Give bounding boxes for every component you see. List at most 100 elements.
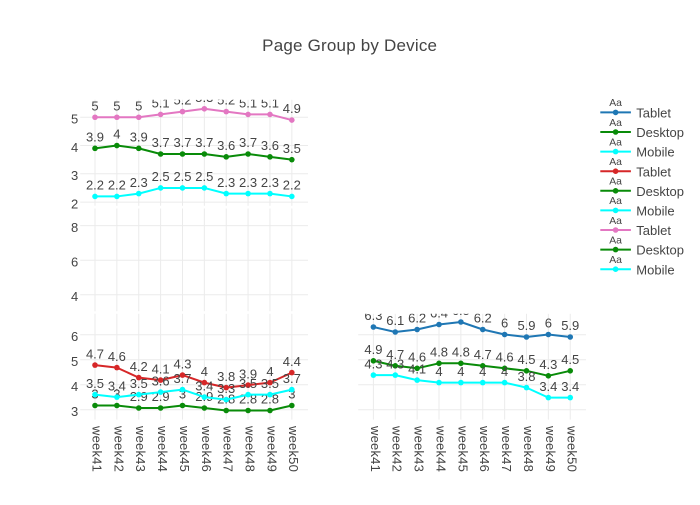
svg-text:Mobile: Mobile	[636, 262, 674, 277]
svg-text:3.4: 3.4	[539, 379, 557, 394]
svg-text:week47: week47	[499, 425, 514, 472]
svg-text:week43: week43	[412, 425, 427, 472]
svg-text:3: 3	[71, 168, 78, 183]
svg-text:6: 6	[501, 316, 508, 331]
svg-text:3: 3	[288, 387, 295, 402]
svg-text:week45: week45	[177, 425, 192, 472]
svg-text:3.9: 3.9	[86, 130, 104, 145]
svg-text:8: 8	[71, 220, 78, 235]
svg-text:4.8: 4.8	[430, 344, 448, 359]
svg-text:5: 5	[71, 354, 78, 369]
svg-text:4.7: 4.7	[86, 346, 104, 361]
svg-text:Aa: Aa	[609, 98, 622, 109]
svg-text:5.1: 5.1	[239, 96, 257, 111]
svg-text:3.3: 3.3	[217, 381, 235, 396]
svg-text:Mobile: Mobile	[636, 204, 674, 219]
svg-text:4.5: 4.5	[561, 352, 579, 367]
svg-text:week44: week44	[433, 425, 448, 472]
svg-text:week48: week48	[242, 425, 257, 472]
svg-text:5: 5	[91, 98, 98, 113]
svg-text:3: 3	[71, 404, 78, 419]
svg-text:5.1: 5.1	[152, 96, 170, 111]
svg-text:Desktop: Desktop	[636, 243, 684, 258]
svg-text:week46: week46	[477, 425, 492, 472]
svg-text:3.9: 3.9	[130, 130, 148, 145]
svg-text:6.4: 6.4	[430, 306, 448, 321]
svg-text:3.7: 3.7	[195, 135, 213, 150]
svg-text:5.2: 5.2	[217, 93, 235, 108]
svg-text:6.2: 6.2	[408, 311, 426, 326]
svg-text:Aa: Aa	[609, 255, 622, 266]
svg-text:2.5: 2.5	[152, 169, 170, 184]
svg-text:2.2: 2.2	[108, 178, 126, 193]
svg-text:4.1: 4.1	[408, 361, 426, 376]
svg-text:4.5: 4.5	[517, 352, 535, 367]
svg-text:5.9: 5.9	[561, 318, 579, 333]
svg-text:5: 5	[135, 98, 142, 113]
svg-text:5.2: 5.2	[173, 93, 191, 108]
svg-text:3.6: 3.6	[261, 138, 279, 153]
svg-text:2.5: 2.5	[173, 169, 191, 184]
svg-text:2.5: 2.5	[195, 169, 213, 184]
svg-text:week41: week41	[89, 425, 104, 472]
svg-text:4: 4	[501, 364, 508, 379]
svg-text:3.8: 3.8	[217, 369, 235, 384]
svg-text:2.2: 2.2	[283, 178, 301, 193]
svg-text:Tablet: Tablet	[636, 106, 671, 121]
svg-text:4.6: 4.6	[496, 349, 514, 364]
svg-text:3.7: 3.7	[152, 135, 170, 150]
svg-text:4.2: 4.2	[130, 359, 148, 374]
svg-text:2.3: 2.3	[130, 175, 148, 190]
svg-text:4.3: 4.3	[539, 357, 557, 372]
svg-text:week48: week48	[521, 425, 536, 472]
svg-text:Aa: Aa	[609, 196, 622, 207]
svg-text:week46: week46	[199, 425, 214, 472]
svg-text:4: 4	[71, 379, 78, 394]
svg-text:Desktop: Desktop	[636, 184, 684, 199]
svg-text:3.4: 3.4	[195, 378, 213, 393]
svg-text:6: 6	[71, 255, 78, 270]
svg-text:4: 4	[201, 364, 208, 379]
svg-text:4: 4	[457, 364, 464, 379]
svg-text:week44: week44	[155, 425, 170, 472]
svg-text:4.3: 4.3	[364, 356, 382, 371]
svg-text:5.3: 5.3	[195, 90, 213, 105]
svg-text:4: 4	[479, 364, 486, 379]
svg-text:3.9: 3.9	[239, 366, 257, 381]
svg-text:3.5: 3.5	[130, 376, 148, 391]
svg-text:2.3: 2.3	[217, 175, 235, 190]
svg-text:week49: week49	[264, 425, 279, 472]
svg-text:3.7: 3.7	[239, 135, 257, 150]
svg-text:6.3: 6.3	[364, 308, 382, 323]
svg-text:5: 5	[113, 98, 120, 113]
svg-text:6.1: 6.1	[386, 313, 404, 328]
svg-text:4: 4	[113, 127, 120, 142]
svg-text:5.9: 5.9	[517, 318, 535, 333]
svg-text:Tablet: Tablet	[636, 223, 671, 238]
svg-text:3.5: 3.5	[239, 376, 257, 391]
svg-text:3.7: 3.7	[173, 371, 191, 386]
svg-text:2: 2	[71, 196, 78, 211]
svg-text:3: 3	[113, 387, 120, 402]
svg-text:3.5: 3.5	[261, 376, 279, 391]
svg-text:week50: week50	[286, 425, 301, 472]
svg-text:4: 4	[71, 289, 78, 304]
svg-text:3.7: 3.7	[283, 371, 301, 386]
svg-text:week45: week45	[455, 425, 470, 472]
svg-text:week42: week42	[111, 425, 126, 472]
svg-text:week41: week41	[368, 425, 383, 472]
svg-text:5: 5	[71, 112, 78, 127]
svg-text:3.6: 3.6	[152, 373, 170, 388]
svg-text:3.8: 3.8	[517, 369, 535, 384]
svg-text:Aa: Aa	[609, 177, 622, 188]
svg-text:3: 3	[179, 387, 186, 402]
svg-text:4.6: 4.6	[108, 349, 126, 364]
svg-text:3.7: 3.7	[173, 135, 191, 150]
svg-text:Aa: Aa	[609, 118, 622, 129]
svg-text:4: 4	[435, 364, 442, 379]
svg-text:week43: week43	[133, 425, 148, 472]
svg-text:2.2: 2.2	[86, 178, 104, 193]
svg-text:6: 6	[71, 329, 78, 344]
svg-text:4: 4	[266, 364, 273, 379]
svg-text:4.3: 4.3	[386, 356, 404, 371]
